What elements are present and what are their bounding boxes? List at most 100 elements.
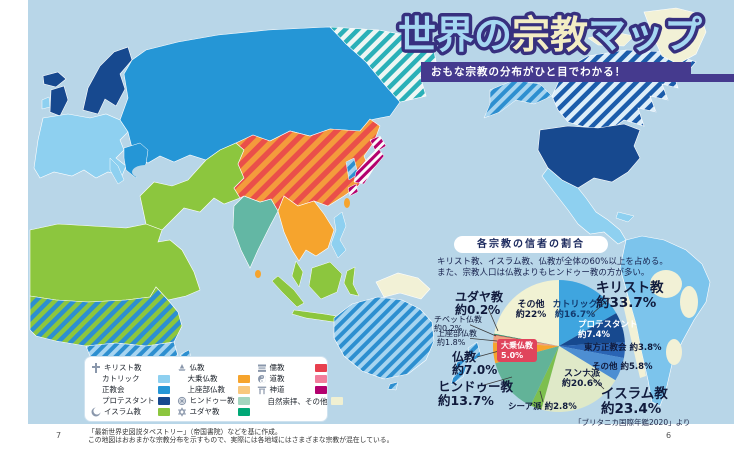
pie-note-line1: キリスト教、イスラム教、仏教が全体の60%以上を占める。 [437,257,668,267]
map-region-china-confucian-mixed [233,118,381,212]
pie-slice-スンナ派 [541,346,616,413]
pie-label-tibetan: チベット仏教 約0.2% [434,315,482,333]
pie-group-label-buddhism: 仏教 約7.0% [452,350,498,378]
map-region-alaska-mixed [483,79,553,119]
scroll-icon [257,363,267,373]
pie-label-others: その他 約22% [515,300,547,321]
legend-label: プロテスタント [102,396,155,405]
map-region-sulawesi-islam [343,266,360,297]
pie-slice-カトリック [559,280,617,346]
legend-color-swatch [237,374,250,383]
map-region-new-guinea-nature [375,272,431,300]
legend-item: キリスト教 [91,362,170,373]
pie-slice-東方正教会 [559,342,625,358]
legend-color-swatch [314,374,327,383]
torii-icon [257,385,267,395]
legend-item: 仏教 [177,362,250,373]
pie-chart-notes: キリスト教、イスラム教、仏教が全体の60%以上を占める。 また、宗教人口は仏教よ… [437,257,668,279]
legend-item: 上座部仏教 [177,384,250,395]
map-region-new-zealand-south [450,357,470,386]
legend-item: カトリック [91,373,170,384]
page-title: 世界の宗教マップ [398,13,702,57]
map-region-ne-siberia-mixed [329,26,437,103]
legend-label: 道教 [269,374,285,384]
legend-label: 大乗仏教 [187,374,218,383]
legend-color-swatch [330,397,343,406]
map-region-brazil-interior-nature [680,286,698,318]
legend-label: 上座部仏教 [187,385,226,394]
legend-label: 仏教 [189,363,205,372]
pie-label-shia: シーア派 約2.8% [508,402,577,412]
pie-label-orthodox: 東方正教会 約3.8% [584,343,662,353]
legend-color-swatch [157,385,170,394]
map-region-andes-nature [622,296,646,378]
map-legend: キリスト教カトリック正教会プロテスタント イスラム教 仏教大乗仏教上座部仏教ヒンドゥ… [84,356,343,422]
legend-color-swatch [237,385,250,394]
legend-item: プロテスタント [91,395,170,406]
map-region-southeast-asia-buddhist [277,195,335,262]
pie-label-theravada: 上座部仏教 約1.8% [437,329,477,347]
legend-label: キリスト教 [104,363,142,372]
legend-color-swatch [237,407,250,416]
map-region-arctic-island [439,13,473,31]
right-page-number: 6 [666,431,672,440]
map-region-europe-catholic [33,113,129,179]
map-region-amazon-nature [650,270,682,298]
map-region-philippines-catholic [330,211,347,259]
map-region-sahel-mixed [29,286,183,347]
pie-group-label-hindu: ヒンドゥー教 約13.7% [438,379,514,408]
map-region-sumatra-islam [271,275,305,308]
map-region-taiwan [344,198,350,208]
title-banner: 世界の宗教マップ [395,10,706,61]
footer-credit-line2: この地図はおおまかな宗教分布を示すもので、実際には各地域にはさまざまな宗教が混在… [88,436,394,444]
legend-item: 神道 [257,384,327,395]
map-region-tasmania [387,381,399,391]
pie-chart-source: 「ブリタニカ国際年鑑2020」より [574,418,691,427]
pie-note-line2: また、宗教人口は仏教よりもヒンドゥー教の方が多い。 [437,268,650,278]
legend-column-1: キリスト教カトリック正教会プロテスタント イスラム教 [91,362,170,416]
pie-group-label-islam: イスラム教 約23.4% [601,386,668,418]
legend-label: カトリック [102,374,140,383]
subtitle-text: おもな宗教の分布がひと目でわかる！ [431,66,627,78]
map-region-japan-shinto-mixed [353,147,385,185]
pie-slice-その他 [494,280,559,346]
legend-color-swatch [157,396,170,405]
legend-label: 儒教 [269,363,285,373]
legend-label: イスラム教 [104,407,142,416]
map-region-ireland-catholic [41,96,51,110]
map-region-scandinavia-protestant [82,46,133,115]
map-region-chaco-nature [666,339,682,365]
pie-label-protestant: プロテスタント 約7.4% [578,320,638,340]
map-region-russia-orthodox [119,26,437,164]
legend-label: ヒンドゥー教 [189,396,235,405]
map-region-italy-catholic [109,157,125,185]
pie-chart-title: 各宗教の信者の割合 [454,236,608,253]
legend-label: 自然崇拝、その他 [267,396,328,406]
legend-item: 大乗仏教 [177,373,250,384]
pie-label-mahayana: 大乗仏教 5.0% [497,339,537,363]
legend-item: ヒンドゥー教 [177,395,250,406]
legend-column-2: 仏教 大乗仏教 上座部仏教 ヒンドゥー教 ユダヤ教 [177,362,250,417]
pie-label-catholic: カトリック 約16.7% [552,300,598,321]
left-page-number: 7 [56,431,62,440]
yinyang-icon [257,374,267,384]
pie-slice-その他 [559,346,624,381]
map-region-iceland-protestant [42,71,67,88]
legend-item: 正教会 [91,384,170,395]
map-region-hokkaido-shinto-mixed [369,135,387,153]
map-region-australia-christian-mixed [333,296,435,380]
legend-color-swatch [314,385,327,394]
lotus-icon [177,363,187,373]
legend-item: 自然崇拝、その他 [257,396,343,407]
legend-label: 正教会 [102,385,125,394]
legend-color-swatch [237,396,250,405]
subtitle-bar-extension [691,74,734,82]
map-region-sri-lanka-buddhist [255,270,261,278]
legend-item: 儒教 [257,362,327,373]
map-region-uk-protestant [49,85,69,117]
pie-group-label-christianity: キリスト教 約33.7% [596,280,664,312]
cross-icon [91,362,101,373]
legend-color-swatch [157,407,170,416]
legend-label: 神道 [269,385,285,395]
